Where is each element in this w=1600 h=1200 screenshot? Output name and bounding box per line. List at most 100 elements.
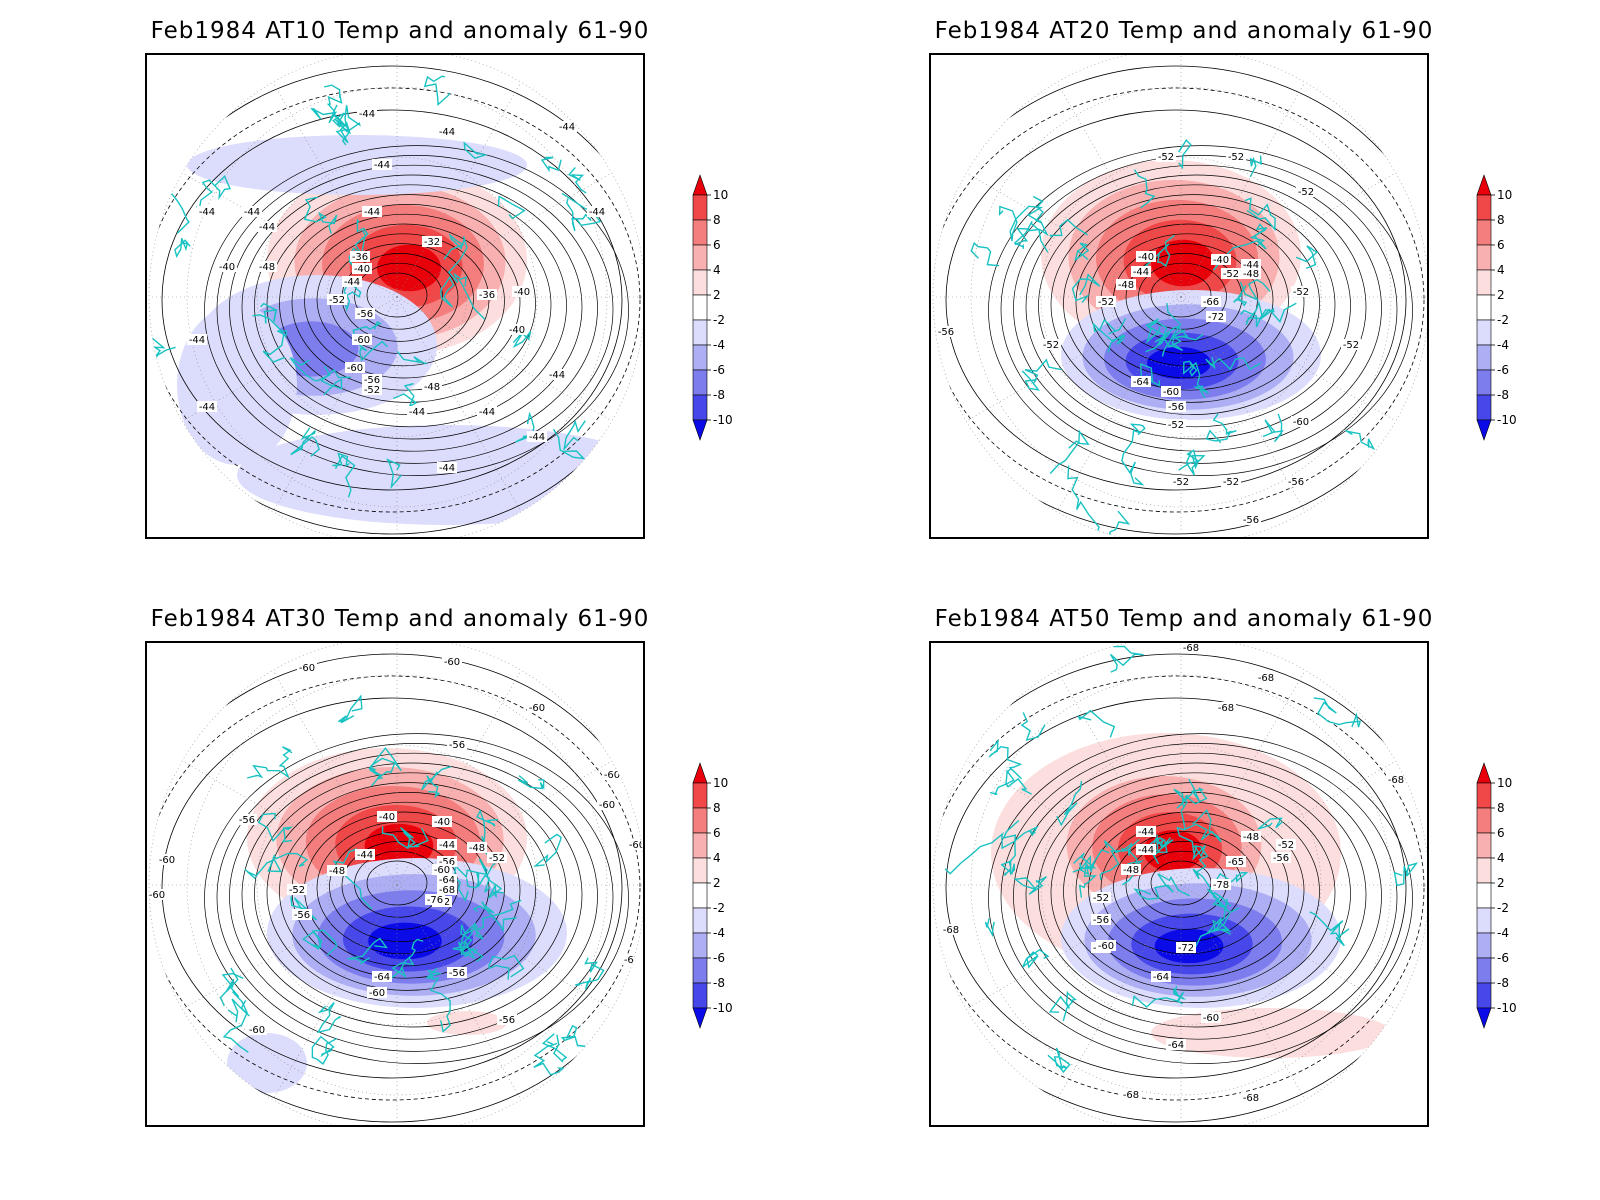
coastline (1071, 273, 1101, 304)
coastline (1212, 223, 1268, 271)
temperature-contour (149, 87, 641, 513)
colorbar-bottom-arrow (692, 419, 708, 441)
contour-label: -52 (1278, 840, 1294, 851)
colorbar-swatch (1476, 882, 1492, 909)
coastline (988, 739, 1023, 780)
contour-label: -64 (1133, 377, 1149, 388)
coastline (1313, 697, 1362, 728)
contour-label: -44 (1138, 845, 1154, 856)
contour-label: -60 (434, 865, 450, 876)
coastline (1249, 155, 1262, 178)
contour-label: -48 (1243, 832, 1259, 843)
contour-label: -48 (259, 262, 275, 273)
map-canvas: -52 -52-52-40-44-48-52-40 -44-52 -48-66-72-… (932, 55, 1427, 537)
colorbar-tick-label: 4 (1497, 851, 1505, 865)
temperature-contour (1075, 801, 1305, 979)
contour-label: -60 (604, 770, 620, 781)
coastline (303, 196, 338, 234)
coastline (1192, 845, 1216, 899)
meridian-line (1056, 82, 1182, 298)
contour-label-bg (497, 1014, 517, 1025)
coastline (338, 694, 363, 724)
contour-label-bg (247, 1024, 267, 1035)
contour-label-bg (345, 362, 365, 373)
temperature-contour (149, 65, 643, 535)
polar-map: -68 -68 -68 -68 -44 -48 -44 -48 -52 -56 -60 -65 -56 -… (929, 641, 1429, 1127)
contour-label-bg (1386, 774, 1406, 785)
map-panel-at30: Feb1984 AT30 Temp and anomaly 61-90 -60-… (0, 588, 733, 1148)
coastline (560, 1024, 602, 1049)
colorbar: 10 8 6 4 2 -2 -4 -6 -8 -10 (692, 170, 773, 450)
coastline (466, 863, 495, 889)
meridian-line (1180, 296, 1306, 512)
colorbar-swatch (1476, 269, 1492, 296)
temperature-contour (279, 792, 536, 991)
contour-label-bg (1241, 831, 1261, 842)
contour-label-bg (355, 308, 375, 319)
panel-title: Feb1984 AT10 Temp and anomaly 61-90 (150, 18, 650, 44)
contour-label: -56 (938, 327, 954, 338)
contour-label-bg (622, 954, 642, 965)
temperature-contour (933, 87, 1425, 513)
contour-label-bg (1201, 296, 1221, 307)
contour-label-bg (372, 159, 392, 170)
contour-label: -78 (1213, 880, 1229, 891)
coastline (989, 769, 1032, 796)
contour-label: -48 (469, 843, 485, 854)
contour-label: -52 (289, 885, 305, 896)
coastline (984, 918, 995, 938)
temperature-contour (354, 262, 443, 330)
contour-label-bg (447, 967, 467, 978)
contour-label: -52 (1168, 420, 1184, 431)
colorbar-swatch (1476, 782, 1492, 809)
cold-anomaly-area (227, 1033, 307, 1093)
colorbar-swatch (692, 294, 708, 321)
coastline (1161, 303, 1186, 357)
contour-label: -64 (439, 875, 455, 886)
coastline (1099, 838, 1140, 881)
colorbar-swatch (1476, 219, 1492, 246)
temperature-contour (1025, 762, 1367, 1028)
temperature-contour (254, 184, 567, 428)
latitude-circle (186, 674, 608, 1096)
coastline (1020, 712, 1046, 742)
map-layer: -52 -52-52-40-44-48-52-40 -44-52 -48-66-72-… (933, 55, 1427, 537)
coastline (1133, 873, 1191, 901)
colorbar-swatch (692, 394, 708, 421)
contour-label: -44 (1243, 260, 1259, 271)
coastline (257, 812, 294, 843)
coastline (540, 156, 562, 173)
contour-label-bg (941, 924, 961, 935)
contour-label: -40 (354, 264, 370, 275)
meridian-line (182, 296, 398, 422)
coastline (1013, 220, 1049, 253)
meridian-line (1180, 296, 1396, 422)
coastline (1121, 423, 1146, 486)
contour-label: -40 (1213, 255, 1229, 266)
contour-label: -56 (1273, 853, 1289, 864)
coastline (1014, 195, 1049, 246)
meridian-line (396, 82, 522, 298)
map-layer: -68 -68 -68 -68 -44 -48 -44 -48 -52 -56 -60 -65 -56 -… (933, 643, 1427, 1125)
contour-label-bg (1041, 339, 1061, 350)
temperature-contour (241, 762, 583, 1028)
contour-label-bg (442, 656, 462, 667)
contour-label-bg (437, 856, 457, 867)
colorbar-swatch (1476, 294, 1492, 321)
coastline (1072, 849, 1110, 876)
colorbar-tick-label: 8 (713, 801, 721, 815)
temperature-contour (1100, 821, 1274, 955)
contour-label: -60 (1098, 941, 1114, 952)
map-canvas: -68 -68 -68 -68 -44 -48 -44 -48 -52 -56 -60 -65 -56 -… (932, 643, 1427, 1125)
meridian-line (182, 760, 398, 886)
contour-label-bg (327, 294, 347, 305)
temperature-contour (1138, 262, 1227, 330)
coastline (149, 147, 190, 234)
meridian-line (396, 296, 612, 422)
colorbar-tick-label: 8 (713, 213, 721, 227)
colorbar-swatch (1476, 344, 1492, 371)
colorbar-tick-label: 8 (1497, 801, 1505, 815)
meridian-line (966, 296, 1182, 422)
latitude-circle (326, 814, 468, 956)
temperature-contour (1063, 792, 1320, 991)
